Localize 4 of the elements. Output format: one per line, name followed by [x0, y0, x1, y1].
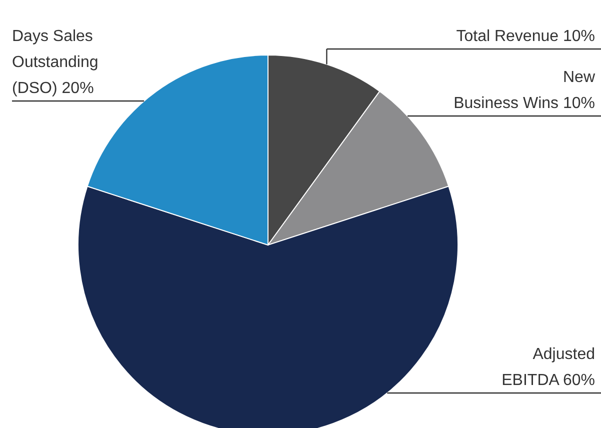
slice-label: Total Revenue 10%: [456, 28, 595, 45]
slice-label: New Business Wins 10%: [454, 68, 596, 112]
slice-label: Days Sales Outstanding (DSO) 20%: [12, 28, 98, 97]
slice-label: Adjusted EBITDA 60%: [502, 346, 595, 389]
